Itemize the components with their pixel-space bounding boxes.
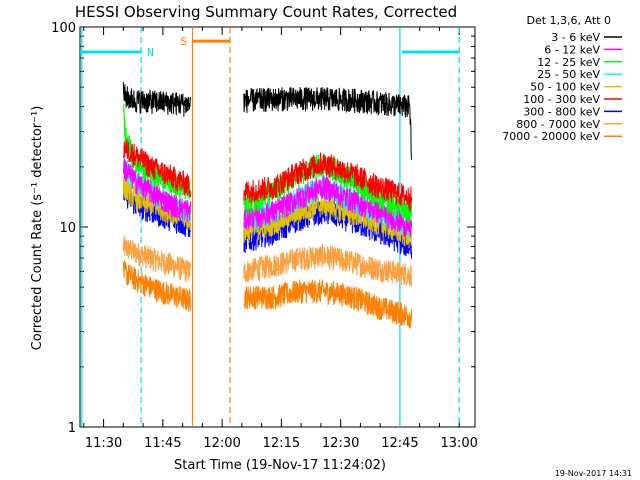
series-trace (122, 157, 191, 223)
series-trace (122, 176, 191, 231)
x-tick-label: 12:00 (203, 436, 240, 451)
series-trace (243, 152, 413, 211)
y-tick-label: 10 (59, 221, 76, 236)
series-trace (122, 260, 191, 313)
x-axis-label: Start Time (19-Nov-17 11:24:02) (174, 458, 386, 473)
chart-title: HESSI Observing Summary Count Rates, Cor… (75, 3, 457, 21)
y-tick-label: 1 (68, 421, 76, 436)
series-trace (122, 81, 191, 117)
series-trace (243, 279, 413, 329)
series-trace (123, 181, 191, 238)
x-tick-label: 11:45 (144, 436, 181, 451)
series-trace (122, 235, 191, 283)
legend-entry-label: 300 - 800 keV (523, 105, 600, 118)
series-trace (243, 193, 413, 249)
series-trace (243, 87, 413, 160)
plot-area: 1 10 100 11:30 11:45 12:00 12:15 12:30 12:45 13:0… (51, 21, 478, 451)
series-trace (243, 244, 413, 288)
legend-entry-label: 100 - 300 keV (523, 93, 600, 106)
y-tick-label: 100 (51, 21, 76, 36)
legend-entry-label: 7000 - 20000 keV (502, 130, 600, 143)
legend-header: Det 1,3,6, Att 0 (527, 14, 611, 27)
y-axis-label: Corrected Count Rate (s⁻¹ detector⁻¹) (30, 106, 45, 351)
x-tick-label: 12:45 (381, 436, 418, 451)
legend-entry-label: 12 - 25 keV (537, 56, 600, 69)
legend-entry-label: 6 - 12 keV (544, 43, 600, 56)
series-trace (122, 139, 191, 198)
saa-label: S (180, 35, 187, 48)
x-tick-label: 12:15 (263, 436, 300, 451)
legend-entry-label: 800 - 7000 keV (516, 118, 600, 131)
x-tick-label: 13:00 (440, 436, 477, 451)
series-trace (243, 174, 413, 238)
timestamp: 19-Nov-2017 14:31 (555, 469, 632, 478)
legend-entry-label: 50 - 100 keV (530, 81, 600, 94)
x-tick-label: 12:30 (322, 436, 359, 451)
legend-entry-label: 25 - 50 keV (537, 68, 600, 81)
legend-entry-label: 3 - 6 keV (551, 31, 600, 44)
x-tick-label: 11:30 (85, 436, 122, 451)
night-label: N (147, 46, 154, 59)
